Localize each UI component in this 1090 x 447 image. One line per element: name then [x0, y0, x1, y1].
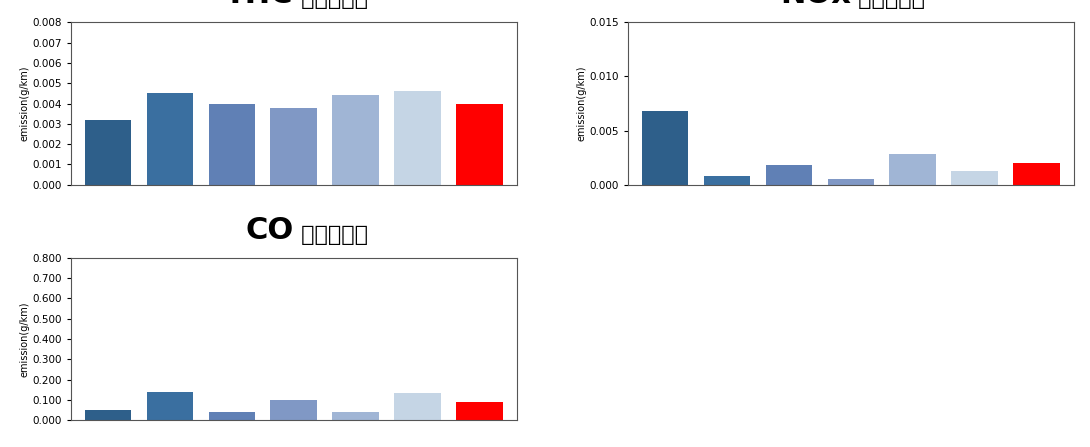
Text: 하이브리드: 하이브리드 [293, 225, 367, 245]
Bar [457, 104, 502, 185]
Bar [85, 410, 131, 420]
Bar [208, 104, 255, 185]
Bar [208, 413, 255, 420]
Bar [1014, 163, 1059, 185]
Bar [270, 108, 317, 185]
Bar [332, 412, 379, 420]
Y-axis label: emission(g/km): emission(g/km) [20, 66, 29, 141]
Bar [147, 93, 193, 185]
Bar [765, 165, 812, 185]
Bar [147, 392, 193, 420]
Bar [952, 171, 997, 185]
Text: CO: CO [245, 216, 293, 245]
Bar [889, 154, 936, 185]
Y-axis label: emission(g/km): emission(g/km) [577, 66, 586, 141]
Bar [270, 400, 317, 420]
Bar [642, 111, 688, 185]
Bar [395, 393, 440, 420]
Bar [827, 179, 874, 185]
Text: NOx: NOx [780, 0, 851, 9]
Bar [704, 176, 750, 185]
Bar [395, 91, 440, 185]
Text: 하이브리드: 하이브리드 [851, 0, 924, 9]
Bar [457, 402, 502, 420]
Bar [85, 120, 131, 185]
Text: 하이브리드: 하이브리드 [293, 0, 367, 9]
Y-axis label: emission(g/km): emission(g/km) [20, 301, 29, 377]
Text: THC: THC [226, 0, 293, 9]
Bar [332, 95, 379, 185]
